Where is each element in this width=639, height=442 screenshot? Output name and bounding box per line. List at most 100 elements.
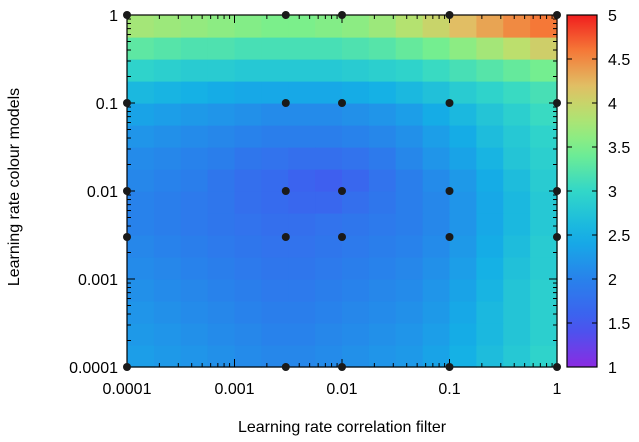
y-tick-label: 0.001: [78, 272, 118, 289]
heatmap-cell: [315, 279, 343, 302]
heatmap-cell: [207, 125, 236, 148]
y-axis-ticks: 0.0001 0.001 0.01 0.1 1: [69, 8, 557, 377]
heatmap-cell: [342, 125, 370, 148]
heatmap-cell: [449, 125, 477, 148]
heatmap-cell: [368, 235, 397, 258]
heatmap-cell: [449, 37, 477, 60]
heatmap-cell: [127, 81, 155, 104]
heatmap-cell: [476, 169, 504, 192]
heatmap-cell: [476, 15, 504, 38]
heatmap-cell: [127, 323, 155, 346]
colorbar-tick-label: 5: [608, 8, 617, 25]
heatmap-cell: [288, 15, 316, 38]
heatmap-cell: [180, 235, 209, 258]
heatmap-cell: [153, 103, 182, 126]
heatmap-cell: [234, 235, 262, 258]
heatmap-cell: [530, 213, 558, 236]
heatmap-cell: [449, 15, 477, 38]
heatmap-cell: [503, 279, 531, 302]
heatmap-cell: [395, 81, 424, 104]
heatmap-cell: [315, 323, 343, 346]
heatmap-cell: [368, 323, 397, 346]
heatmap-cell: [153, 235, 182, 258]
heatmap-cell: [342, 235, 370, 258]
heatmap-cell: [368, 125, 397, 148]
heatmap-cell: [395, 345, 424, 368]
sample-point: [281, 11, 290, 19]
colorbar-ticks: 1 1.5 2 2.5 3 3.5 4 4.5 5: [567, 8, 630, 377]
sample-point: [123, 233, 131, 242]
heatmap-cell: [449, 103, 477, 126]
heatmap-cell: [368, 279, 397, 302]
heatmap-cell: [261, 103, 289, 126]
heatmap-cell: [234, 147, 262, 170]
heatmap-cell: [207, 147, 236, 170]
heatmap-cell: [153, 345, 182, 368]
x-axis-label: Learning rate correlation filter: [238, 419, 447, 436]
y-tick-label: 1: [109, 8, 118, 25]
heatmap-cell: [503, 15, 531, 38]
colorbar-tick-label: 4: [608, 96, 617, 113]
heatmap-cell: [288, 125, 316, 148]
heatmap-cell: [153, 213, 182, 236]
sample-point: [123, 187, 131, 195]
heatmap-cell: [180, 345, 209, 368]
heatmap-cell: [288, 59, 316, 82]
heatmap-cell: [207, 301, 236, 324]
heatmap-cell: [127, 235, 155, 258]
colorbar-tick-label: 4.5: [608, 52, 630, 69]
heatmap-cell: [503, 235, 531, 258]
heatmap-cell: [207, 235, 236, 258]
heatmap-cell: [127, 37, 155, 60]
heatmap-cell: [180, 81, 209, 104]
heatmap-cell: [234, 301, 262, 324]
heatmap-cell: [127, 103, 155, 126]
heatmap-cell: [476, 301, 504, 324]
heatmap-cell: [476, 257, 504, 280]
heatmap-cell: [288, 323, 316, 346]
heatmap-cell: [234, 15, 262, 38]
heatmap-cell: [422, 301, 451, 324]
heatmap-cell: [180, 301, 209, 324]
heatmap-cell: [503, 213, 531, 236]
y-tick-label: 0.0001: [69, 360, 118, 377]
heatmap-cell: [261, 235, 289, 258]
heatmap-cell: [288, 213, 316, 236]
heatmap-cell: [449, 279, 477, 302]
heatmap-cell: [368, 213, 397, 236]
heatmap-cell: [342, 257, 370, 280]
heatmap-cell: [153, 81, 182, 104]
heatmap-cell: [342, 59, 370, 82]
heatmap-cell: [234, 81, 262, 104]
heatmap-cell: [207, 169, 236, 192]
sample-point: [123, 99, 131, 107]
heatmap-cell: [234, 279, 262, 302]
heatmap-cell: [449, 345, 477, 368]
heatmap-cell: [503, 103, 531, 126]
heatmap-cell: [153, 59, 182, 82]
heatmap-cell: [530, 345, 558, 368]
heatmap-cell: [395, 323, 424, 346]
heatmap-cell: [395, 37, 424, 60]
heatmap-cell: [207, 279, 236, 302]
heatmap-cell: [127, 345, 155, 368]
heatmap-cell: [342, 37, 370, 60]
heatmap-cell: [422, 169, 451, 192]
heatmap-cell: [422, 81, 451, 104]
heatmap-cell: [288, 191, 316, 214]
sample-point: [338, 363, 346, 371]
heatmap-cell: [368, 345, 397, 368]
heatmap-cell: [207, 103, 236, 126]
sample-point: [553, 11, 561, 19]
heatmap-cell: [476, 37, 504, 60]
sample-point: [281, 99, 290, 107]
x-tick-label: 0.1: [438, 381, 460, 398]
heatmap-cell: [503, 81, 531, 104]
heatmap-cell: [153, 125, 182, 148]
sample-point: [338, 233, 346, 242]
heatmap-cell: [503, 345, 531, 368]
heatmap-cell: [422, 323, 451, 346]
heatmap-cell: [180, 15, 209, 38]
heatmap-cell: [288, 345, 316, 368]
heatmap-cell: [342, 191, 370, 214]
